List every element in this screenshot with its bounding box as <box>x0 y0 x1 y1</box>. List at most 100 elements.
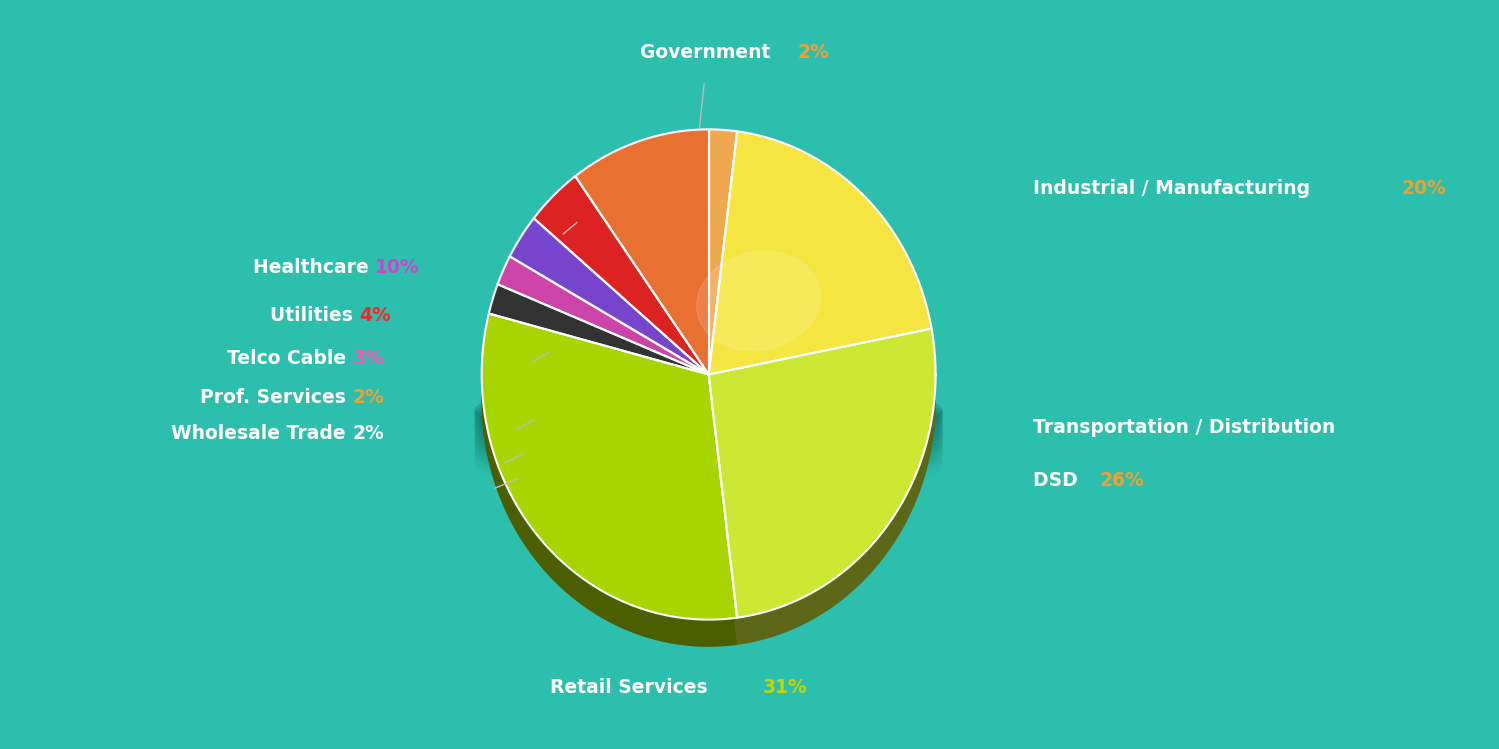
Polygon shape <box>481 317 738 622</box>
Polygon shape <box>498 282 709 400</box>
Polygon shape <box>709 332 935 621</box>
Polygon shape <box>510 218 709 374</box>
Ellipse shape <box>475 416 943 476</box>
Polygon shape <box>709 154 738 398</box>
Polygon shape <box>510 238 709 394</box>
Polygon shape <box>498 272 709 389</box>
Polygon shape <box>510 225 709 382</box>
Polygon shape <box>709 338 935 627</box>
Polygon shape <box>576 154 709 398</box>
Polygon shape <box>498 284 709 401</box>
Polygon shape <box>709 152 738 397</box>
Polygon shape <box>576 137 709 382</box>
Polygon shape <box>510 237 709 392</box>
Polygon shape <box>534 178 709 376</box>
Polygon shape <box>709 342 935 631</box>
Ellipse shape <box>475 404 943 463</box>
Polygon shape <box>709 133 931 376</box>
Polygon shape <box>534 181 709 379</box>
Polygon shape <box>709 136 738 380</box>
Polygon shape <box>534 179 709 377</box>
Polygon shape <box>576 140 709 385</box>
Polygon shape <box>510 231 709 386</box>
Polygon shape <box>709 150 931 392</box>
Polygon shape <box>709 151 931 394</box>
Polygon shape <box>481 324 738 630</box>
Polygon shape <box>510 235 709 391</box>
Polygon shape <box>534 184 709 382</box>
Polygon shape <box>534 198 709 395</box>
Polygon shape <box>534 204 709 401</box>
Polygon shape <box>709 140 931 383</box>
Polygon shape <box>498 279 709 397</box>
Ellipse shape <box>475 410 943 469</box>
Polygon shape <box>576 143 709 388</box>
Polygon shape <box>498 264 709 382</box>
Polygon shape <box>576 148 709 392</box>
Polygon shape <box>498 270 709 388</box>
Polygon shape <box>534 195 709 394</box>
Polygon shape <box>481 314 738 619</box>
Polygon shape <box>489 286 709 376</box>
Polygon shape <box>510 234 709 389</box>
Ellipse shape <box>475 413 943 472</box>
Polygon shape <box>510 229 709 385</box>
Polygon shape <box>489 294 709 383</box>
Polygon shape <box>481 333 738 640</box>
Text: 4%: 4% <box>360 306 391 325</box>
Polygon shape <box>489 303 709 392</box>
Text: 2%: 2% <box>352 388 384 407</box>
Polygon shape <box>709 147 931 389</box>
Polygon shape <box>576 139 709 383</box>
Text: 3%: 3% <box>352 349 384 368</box>
Polygon shape <box>709 136 931 379</box>
Polygon shape <box>481 336 738 643</box>
Polygon shape <box>709 336 935 625</box>
Polygon shape <box>510 224 709 380</box>
Text: 26%: 26% <box>1100 470 1145 490</box>
Polygon shape <box>709 335 935 624</box>
Polygon shape <box>709 350 935 639</box>
Polygon shape <box>709 146 738 391</box>
Polygon shape <box>709 137 931 380</box>
Ellipse shape <box>475 388 943 446</box>
Polygon shape <box>709 333 935 622</box>
Polygon shape <box>709 139 738 383</box>
Polygon shape <box>489 312 709 401</box>
Polygon shape <box>534 182 709 380</box>
Polygon shape <box>481 326 738 631</box>
Polygon shape <box>709 145 738 389</box>
Polygon shape <box>709 131 738 376</box>
Polygon shape <box>709 341 935 630</box>
Text: 20%: 20% <box>1402 179 1447 198</box>
Polygon shape <box>498 281 709 398</box>
Polygon shape <box>510 222 709 379</box>
Polygon shape <box>709 142 931 385</box>
Polygon shape <box>498 278 709 395</box>
Polygon shape <box>481 320 738 625</box>
Polygon shape <box>481 332 738 638</box>
Polygon shape <box>481 335 738 641</box>
Polygon shape <box>489 304 709 394</box>
Polygon shape <box>498 259 709 377</box>
Polygon shape <box>489 298 709 388</box>
Polygon shape <box>489 300 709 389</box>
Polygon shape <box>534 187 709 385</box>
Polygon shape <box>576 152 709 397</box>
Polygon shape <box>534 176 709 374</box>
Polygon shape <box>481 339 738 646</box>
Polygon shape <box>709 142 738 386</box>
Text: 2%: 2% <box>797 43 829 61</box>
Polygon shape <box>510 221 709 377</box>
Ellipse shape <box>475 407 943 466</box>
Polygon shape <box>709 140 738 385</box>
Polygon shape <box>489 285 709 374</box>
Polygon shape <box>709 154 931 397</box>
Polygon shape <box>576 155 709 400</box>
Text: Industrial / Manufacturing: Industrial / Manufacturing <box>1033 179 1316 198</box>
Text: DSD: DSD <box>1033 470 1084 490</box>
Polygon shape <box>709 133 738 377</box>
Polygon shape <box>498 268 709 386</box>
Polygon shape <box>498 273 709 391</box>
Polygon shape <box>709 143 738 388</box>
